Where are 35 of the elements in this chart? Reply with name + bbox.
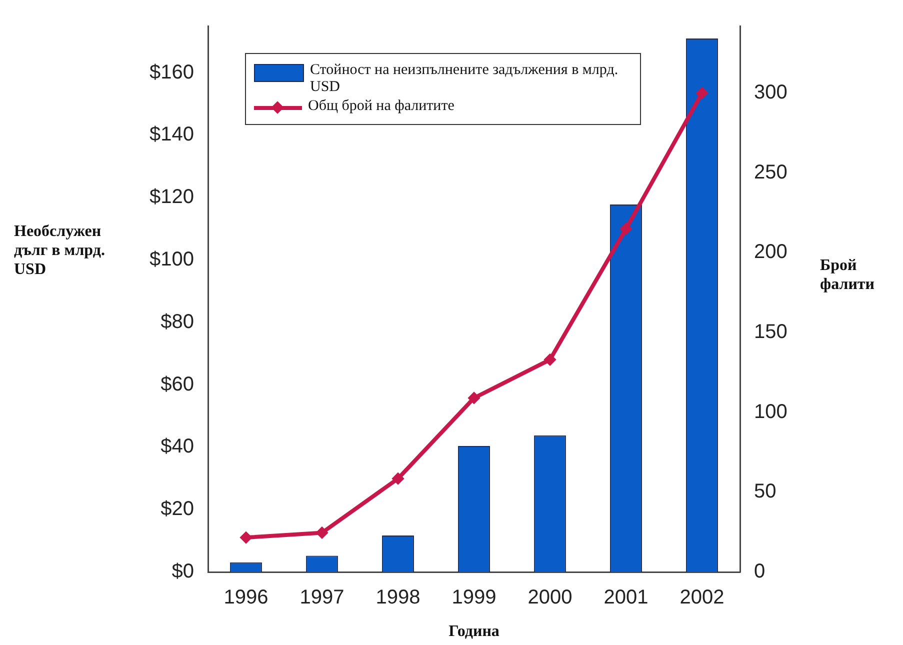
x-tick-label: 1996: [224, 586, 268, 609]
legend-label: Стойност на неизпълнените задължения в млрд. USD: [310, 62, 620, 96]
point: [240, 532, 252, 544]
y-tick-label: $0: [172, 560, 194, 583]
point: [696, 88, 708, 99]
legend-label: Общ брой на фалитите: [308, 98, 454, 115]
point: [392, 473, 404, 484]
y-tick-label: $60: [160, 373, 194, 396]
y-tick-label: $20: [160, 498, 194, 520]
y-axis-title: Необслужен дълг в млрд. USD: [14, 222, 106, 279]
y2-tick-label: 100: [754, 400, 788, 423]
point: [620, 223, 632, 234]
point: [544, 354, 556, 366]
x-tick-label: 1998: [376, 586, 420, 609]
y-tick-label: $100: [150, 248, 194, 271]
y2-tick-label: 200: [754, 241, 788, 264]
y2-tick-label: 250: [754, 161, 788, 184]
y-tick-label: $80: [160, 310, 194, 333]
y-tick-label: $160: [150, 61, 194, 84]
x-tick-label: 1997: [300, 586, 344, 609]
point: [316, 527, 328, 538]
x-tick-label: 2002: [680, 586, 724, 609]
y-tick-label: $120: [150, 186, 194, 208]
y2-tick-label: 50: [754, 480, 776, 503]
x-axis-title: Година: [448, 622, 500, 641]
y2-tick-label: 300: [754, 82, 788, 104]
y-tick-label: $40: [160, 436, 194, 458]
y2-tick-label: 150: [754, 321, 788, 344]
x-tick-label: 2000: [528, 586, 572, 609]
x-tick-label: 2001: [604, 586, 648, 609]
point: [468, 392, 480, 404]
y2-tick-label: 0: [754, 560, 766, 583]
x-tick-label: 1999: [452, 586, 496, 609]
y-tick-label: $140: [150, 124, 194, 146]
y2-axis-title: Брой фалити: [820, 256, 876, 294]
